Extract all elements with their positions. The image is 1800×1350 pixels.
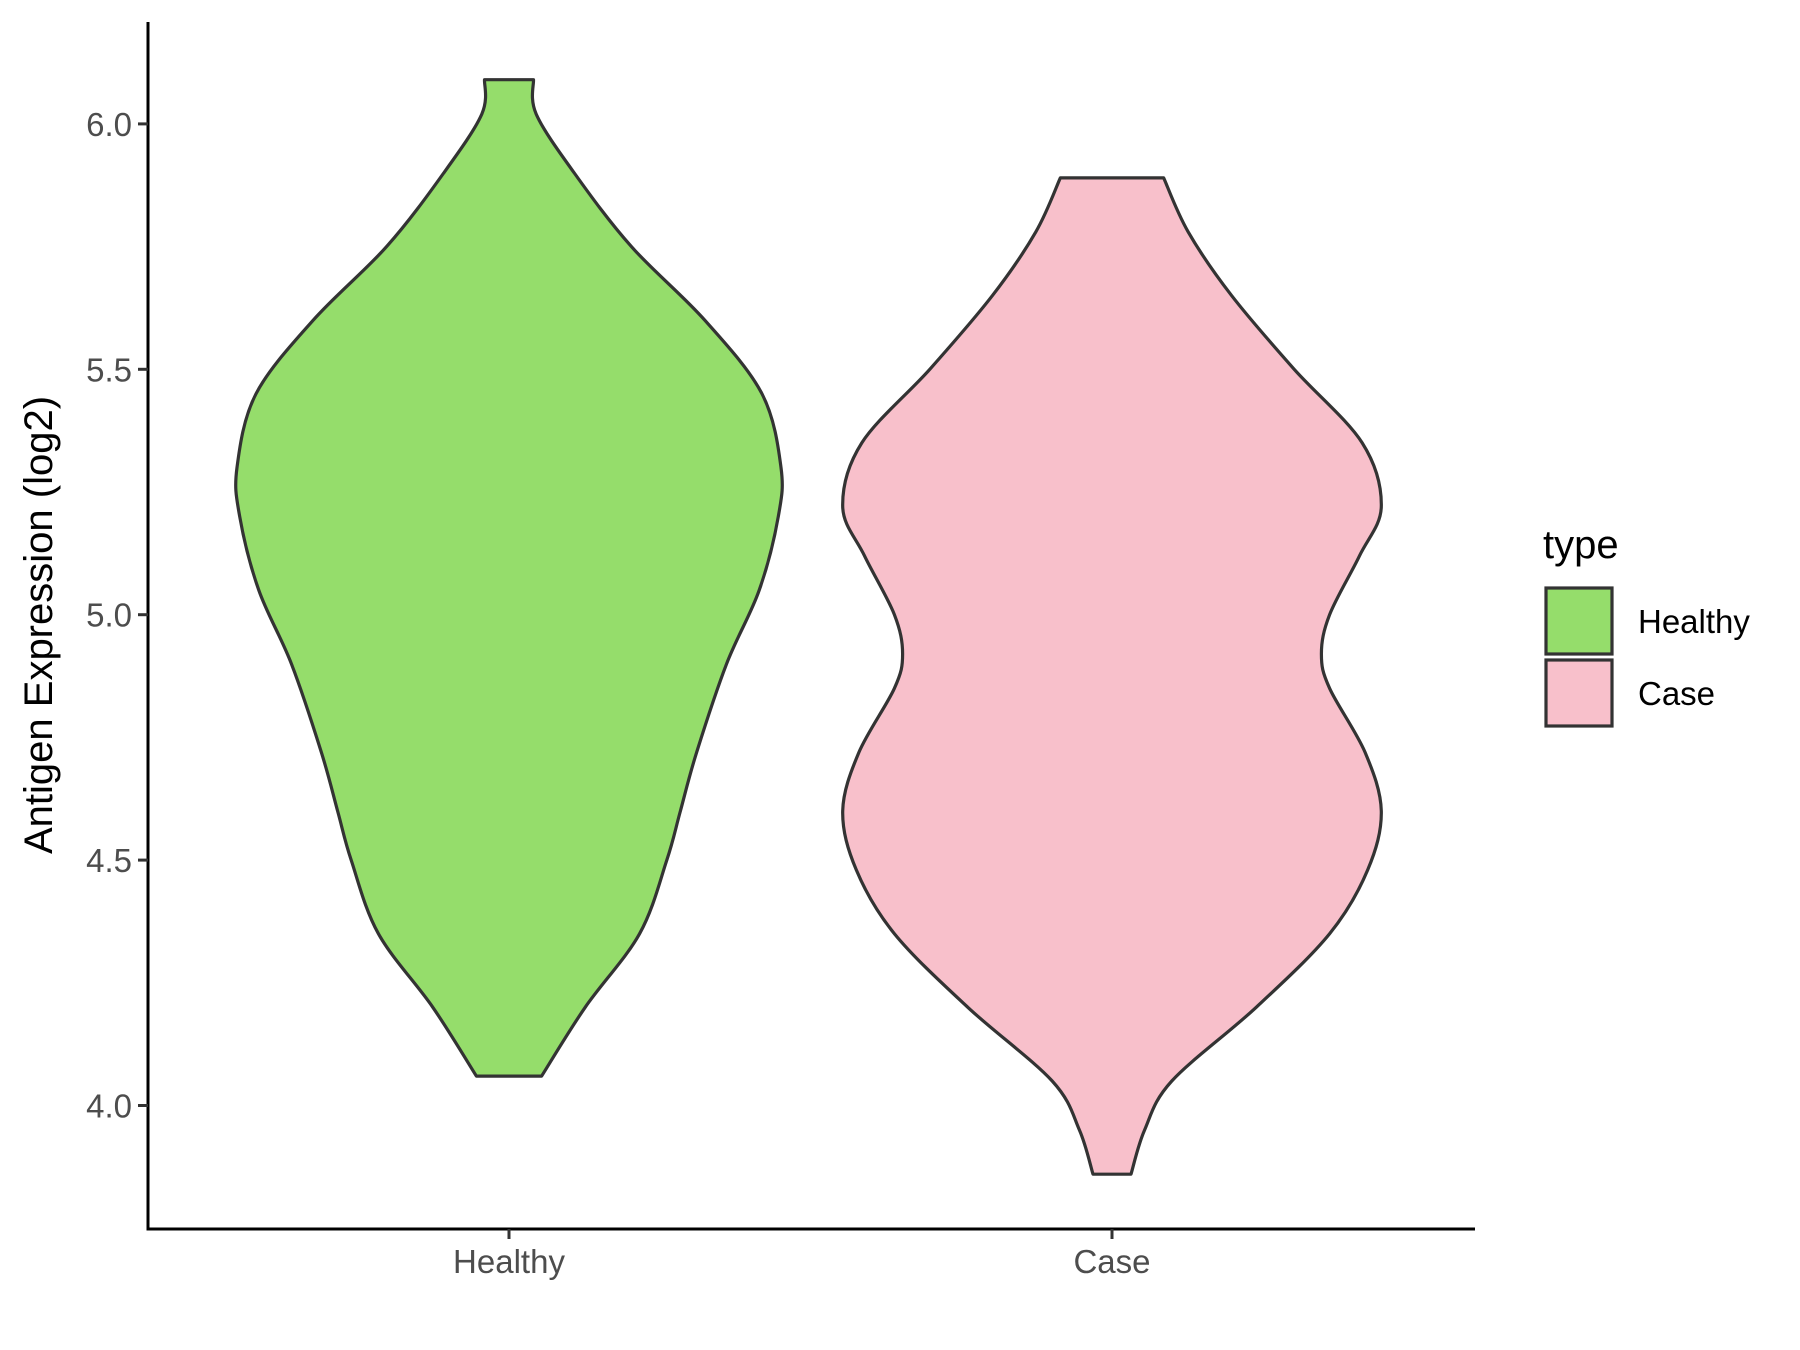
violin-case	[841, 176, 1383, 1176]
legend-title: type	[1543, 523, 1619, 567]
legend-key-case	[1544, 658, 1614, 728]
legend-label: Case	[1638, 675, 1715, 712]
violin-healthy	[234, 78, 784, 1078]
y-axis-title: Antigen Expression (log2)	[17, 396, 61, 854]
violin-layer	[234, 78, 1383, 1176]
y-tick-label: 5.0	[86, 597, 132, 634]
y-tick-label: 4.5	[86, 842, 132, 879]
x-tick-label: Healthy	[453, 1243, 565, 1280]
y-tick-label: 4.0	[86, 1088, 132, 1125]
legend: type Healthy Case	[1543, 523, 1750, 728]
legend-label: Healthy	[1638, 603, 1750, 640]
axes: 4.0 4.5 5.0 5.5 6.0 Healthy Case	[86, 22, 1475, 1280]
y-tick-label: 5.5	[86, 351, 132, 388]
y-tick-label: 6.0	[86, 106, 132, 143]
x-tick-label: Case	[1073, 1243, 1150, 1280]
legend-key-healthy	[1544, 586, 1614, 656]
